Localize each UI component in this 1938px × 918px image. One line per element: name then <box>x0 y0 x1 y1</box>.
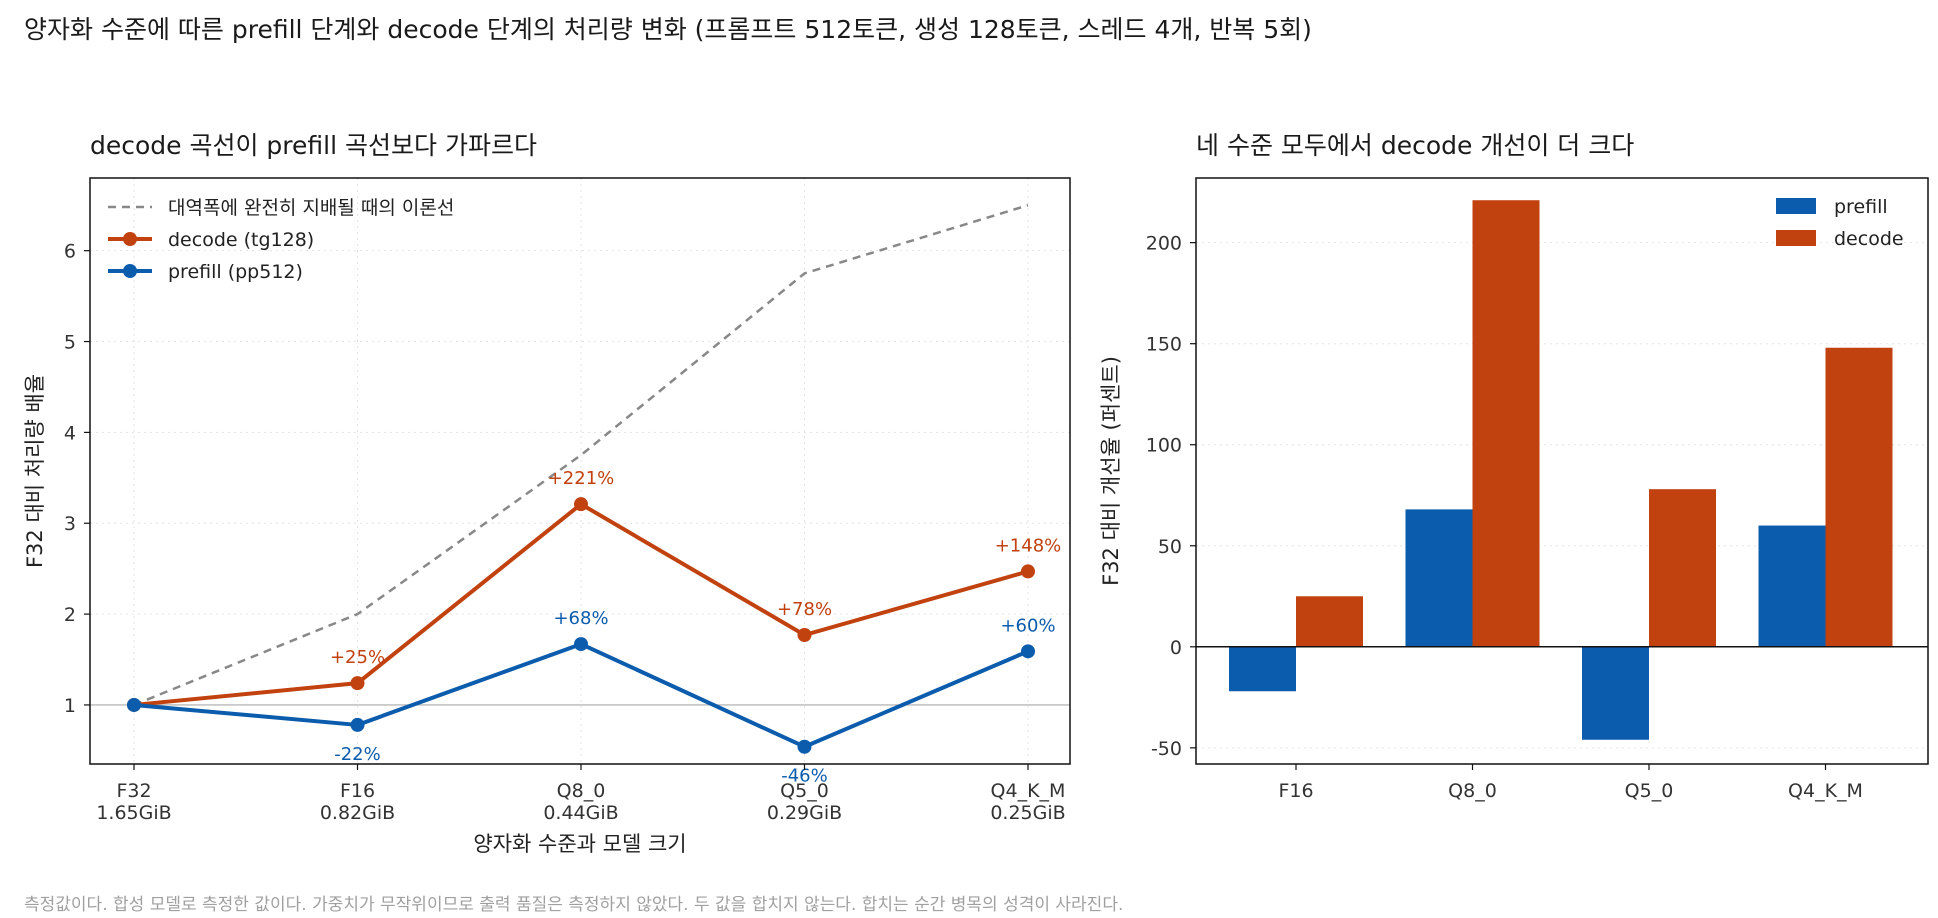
right-chart-title: 네 수준 모두에서 decode 개선이 더 크다 <box>1196 131 1634 160</box>
left-legend-label: 대역폭에 완전히 지배될 때의 이론선 <box>168 197 454 219</box>
left-x-tick-label: Q5_0 <box>780 780 829 802</box>
left-y-tick-label: 5 <box>64 332 76 354</box>
right-y-tick-label: 100 <box>1146 435 1182 457</box>
left-data-label: -46% <box>781 766 828 787</box>
left-x-tick-size: 0.25GiB <box>990 802 1065 824</box>
left-x-tick-size: 1.65GiB <box>96 802 171 824</box>
right-y-tick-label: -50 <box>1151 738 1182 760</box>
left-x-tick-size: 0.82GiB <box>320 802 395 824</box>
left-x-tick-label: F32 <box>116 780 151 802</box>
left-plot-frame <box>89 177 1071 765</box>
left-data-label: +25% <box>330 647 385 668</box>
left-y-tick-label: 1 <box>64 695 76 717</box>
left-y-tick-label: 4 <box>64 422 76 444</box>
right-y-tick-label: 200 <box>1146 233 1182 255</box>
left-series-point-1 <box>797 627 812 642</box>
left-y-tick-label: 2 <box>64 604 76 626</box>
right-y-tick-label: 50 <box>1158 536 1182 558</box>
left-legend-marker <box>123 264 137 278</box>
left-x-tick-label: Q8_0 <box>557 780 606 802</box>
left-data-label: -22% <box>334 744 381 765</box>
figure-title: 양자화 수준에 따른 prefill 단계와 decode 단계의 처리량 변화… <box>24 15 1312 44</box>
right-bar-prefill <box>1229 646 1296 692</box>
right-y-axis-label: F32 대비 개선율 (퍼센트) <box>1099 356 1123 586</box>
figure-footnote: 측정값이다. 합성 모델로 측정한 값이다. 가중치가 무작위이므로 출력 품질… <box>24 895 1124 915</box>
left-series-point-1 <box>574 497 588 512</box>
left-x-tick-size: 0.29GiB <box>767 802 842 824</box>
left-legend-marker <box>123 232 137 246</box>
right-legend-label: decode <box>1834 228 1904 250</box>
left-series-point-2 <box>574 637 588 652</box>
right-bar-decode <box>1825 347 1893 647</box>
right-x-tick-label: F16 <box>1278 780 1313 802</box>
left-series-point-2 <box>797 739 812 754</box>
right-legend-label: prefill <box>1834 196 1888 218</box>
left-x-tick-label: Q4_K_M <box>991 780 1066 802</box>
right-x-tick-label: Q5_0 <box>1625 780 1674 802</box>
left-data-label: +221% <box>548 468 615 489</box>
left-x-tick-label: F16 <box>340 780 375 802</box>
right-x-tick-label: Q4_K_M <box>1788 780 1863 802</box>
left-series-point-1 <box>350 676 365 691</box>
left-series-point-1 <box>1021 564 1035 579</box>
left-chart-title: decode 곡선이 prefill 곡선보다 가파르다 <box>90 131 537 160</box>
left-legend-label: prefill (pp512) <box>168 261 303 283</box>
right-legend-swatch <box>1776 230 1816 246</box>
left-x-axis-label: 양자화 수준과 모델 크기 <box>473 832 686 856</box>
right-plot-frame <box>1195 177 1929 765</box>
right-bar-decode <box>1472 200 1540 647</box>
left-series-point-2 <box>127 697 141 712</box>
right-legend-swatch <box>1776 198 1816 214</box>
left-data-label: +78% <box>777 599 832 620</box>
left-data-label: +60% <box>1000 615 1055 636</box>
right-bar-prefill <box>1405 509 1473 647</box>
left-series-point-2 <box>1021 644 1035 659</box>
left-legend-label: decode (tg128) <box>168 229 314 251</box>
left-data-label: +68% <box>553 608 608 629</box>
right-y-tick-label: 150 <box>1146 334 1182 356</box>
right-bar-decode <box>1296 596 1363 647</box>
left-y-axis-label: F32 대비 처리량 배율 <box>23 374 47 568</box>
left-y-tick-label: 3 <box>64 513 76 535</box>
right-bar-prefill <box>1758 525 1826 647</box>
right-x-tick-label: Q8_0 <box>1448 780 1497 802</box>
right-bar-decode <box>1649 489 1716 647</box>
left-x-tick-size: 0.44GiB <box>543 802 618 824</box>
left-data-label: +148% <box>995 535 1062 556</box>
right-y-tick-label: 0 <box>1170 637 1182 659</box>
left-series-point-2 <box>350 717 365 732</box>
left-y-tick-label: 6 <box>64 241 76 263</box>
left-series-line-0 <box>133 204 1029 707</box>
right-bar-prefill <box>1582 646 1649 740</box>
